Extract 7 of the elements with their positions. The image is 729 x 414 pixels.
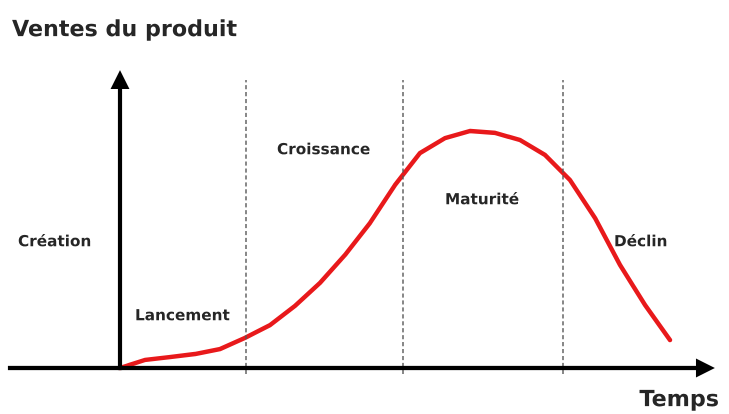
annotation: Croissance <box>278 142 370 154</box>
chart-title: Ventes du produit <box>12 19 237 41</box>
x-axis-title: Temps <box>640 390 718 411</box>
annotation: Déclin <box>615 234 666 246</box>
annotation: Lancement <box>136 309 230 320</box>
text: Création <box>18 234 90 246</box>
annotation: Maturité <box>446 192 518 204</box>
